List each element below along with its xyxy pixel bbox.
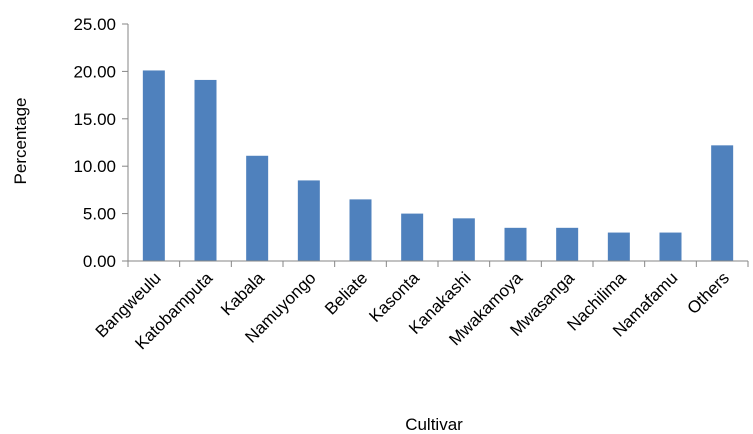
y-axis-title: Percentage bbox=[11, 98, 30, 185]
bar-katobamputa bbox=[194, 79, 217, 261]
y-tick-label-1: 5.00 bbox=[83, 205, 116, 224]
y-tick-label-3: 15.00 bbox=[73, 110, 116, 129]
category-label-beliate: Beliate bbox=[321, 268, 371, 318]
y-tick-label-5: 25.00 bbox=[73, 15, 116, 34]
bar-mwasanga bbox=[556, 227, 579, 261]
y-tick-label-4: 20.00 bbox=[73, 62, 116, 81]
y-tick-label-2: 10.00 bbox=[73, 157, 116, 176]
bars bbox=[142, 70, 734, 262]
bar-others bbox=[711, 145, 734, 261]
bar-kanakashi bbox=[452, 218, 475, 261]
bar-bangweulu bbox=[142, 70, 165, 262]
bar-kasonta bbox=[401, 213, 424, 261]
bar-kabala bbox=[246, 155, 269, 261]
category-label-others: Others bbox=[683, 268, 733, 318]
bar-beliate bbox=[349, 199, 372, 261]
y-axis-ticks: 0.00 5.00 10.00 15.00 20.00 25.00 bbox=[73, 15, 128, 271]
bar-namuyongo bbox=[297, 180, 320, 261]
category-label-kabala: Kabala bbox=[217, 268, 268, 319]
y-tick-label-0: 0.00 bbox=[83, 252, 116, 271]
bar-namafamu bbox=[659, 232, 682, 261]
bar-mwakamoya bbox=[504, 227, 527, 261]
x-axis-title: Cultivar bbox=[405, 415, 463, 434]
bar-nachilima bbox=[607, 232, 630, 261]
x-axis-ticks bbox=[127, 261, 749, 267]
